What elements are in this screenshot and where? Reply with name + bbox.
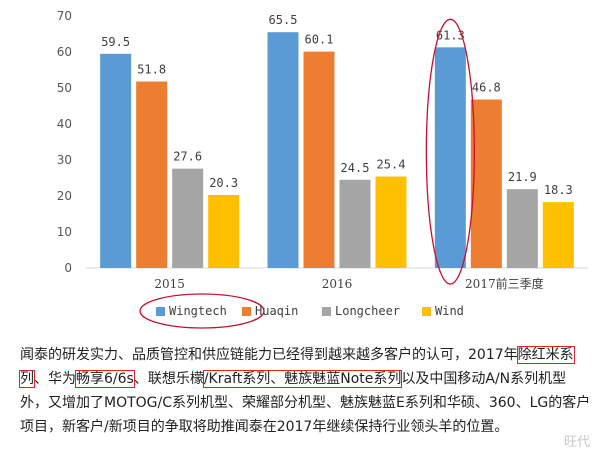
data-label: 65.5 bbox=[269, 13, 298, 27]
highlight-redmi-series: 除红米系列 bbox=[19, 346, 575, 388]
legend-swatch bbox=[322, 307, 331, 316]
bar bbox=[506, 189, 538, 268]
legend-label: Longcheer bbox=[335, 304, 400, 318]
y-tick-label: 40 bbox=[57, 117, 72, 131]
bar bbox=[542, 202, 574, 268]
data-label: 59.5 bbox=[101, 35, 130, 49]
bar-chart: 0 10 20 30 40 50 60 70 59.5 51.8 27.6 20.3 2015 65.5 6… bbox=[57, 9, 588, 329]
data-label: 61.3 bbox=[436, 28, 465, 42]
data-label: 60.1 bbox=[305, 33, 334, 47]
caption-part-2: 、华为 bbox=[34, 371, 76, 387]
caption-paragraph: 闻泰的研发实力、品质管控和供应链能力已经得到越来越多客户的认可，2017年除红米… bbox=[19, 343, 592, 439]
legend-label: Wind bbox=[435, 304, 464, 318]
legend-swatch bbox=[242, 307, 251, 316]
data-label: 24.5 bbox=[341, 161, 370, 175]
bar bbox=[434, 47, 466, 268]
legend-swatch bbox=[422, 307, 431, 316]
y-tick-label: 60 bbox=[57, 45, 72, 59]
y-tick-label: 30 bbox=[57, 153, 72, 167]
highlight-kraft-note: /Kraft系列、魅族魅蓝Note系列 bbox=[202, 370, 403, 388]
y-tick-label: 0 bbox=[64, 261, 72, 275]
y-tick-label: 10 bbox=[57, 225, 72, 239]
caption-part-1: 闻泰的研发实力、品质管控和供应链能力已经得到越来越多客户的认可，2017年 bbox=[20, 347, 518, 363]
x-tick-label: 2017前三季度 bbox=[465, 276, 544, 291]
bar bbox=[470, 99, 502, 269]
bar bbox=[136, 81, 168, 269]
legend-label: Wingtech bbox=[169, 304, 227, 318]
caption-part-4: 以及中国移动A/N系列机型外，又增加了MOTOG/C系列机型、荣耀部分机型、魅族… bbox=[20, 371, 591, 435]
bar bbox=[100, 53, 132, 268]
highlight-ellipse-legend-wingtech bbox=[139, 293, 265, 329]
data-label: 21.9 bbox=[508, 170, 537, 184]
highlight-ellipse-2017-wingtech bbox=[425, 18, 475, 285]
legend-swatch bbox=[156, 307, 165, 316]
bar bbox=[172, 168, 204, 268]
chart-area: 0 10 20 30 40 50 60 70 59.5 51.8 27.6 20.3 2015 65.5 6… bbox=[57, 9, 588, 329]
bar bbox=[303, 51, 335, 268]
bar bbox=[267, 32, 299, 269]
caption-text: 闻泰的研发实力、品质管控和供应链能力已经得到越来越多客户的认可，2017年除红米… bbox=[19, 343, 592, 439]
watermark: 旺代 bbox=[563, 435, 590, 450]
data-label: 18.3 bbox=[544, 183, 573, 197]
y-tick-label: 70 bbox=[57, 9, 72, 23]
x-tick-label: 2016 bbox=[322, 277, 353, 291]
caption-part-3: 、联想乐檬 bbox=[133, 371, 204, 387]
bar bbox=[339, 179, 371, 268]
legend-label: Huaqin bbox=[255, 304, 298, 318]
y-tick-label: 50 bbox=[57, 81, 72, 95]
highlight-enjoy-6: 畅享6/6s bbox=[75, 370, 135, 388]
data-label: 20.3 bbox=[209, 176, 238, 190]
y-tick-label: 20 bbox=[57, 189, 72, 203]
x-tick-label: 2015 bbox=[154, 277, 185, 291]
data-label: 51.8 bbox=[137, 63, 166, 77]
bar bbox=[375, 176, 407, 268]
data-label: 25.4 bbox=[377, 158, 406, 172]
bar bbox=[208, 194, 240, 268]
data-label: 27.6 bbox=[173, 150, 202, 164]
data-label: 46.8 bbox=[472, 81, 501, 95]
